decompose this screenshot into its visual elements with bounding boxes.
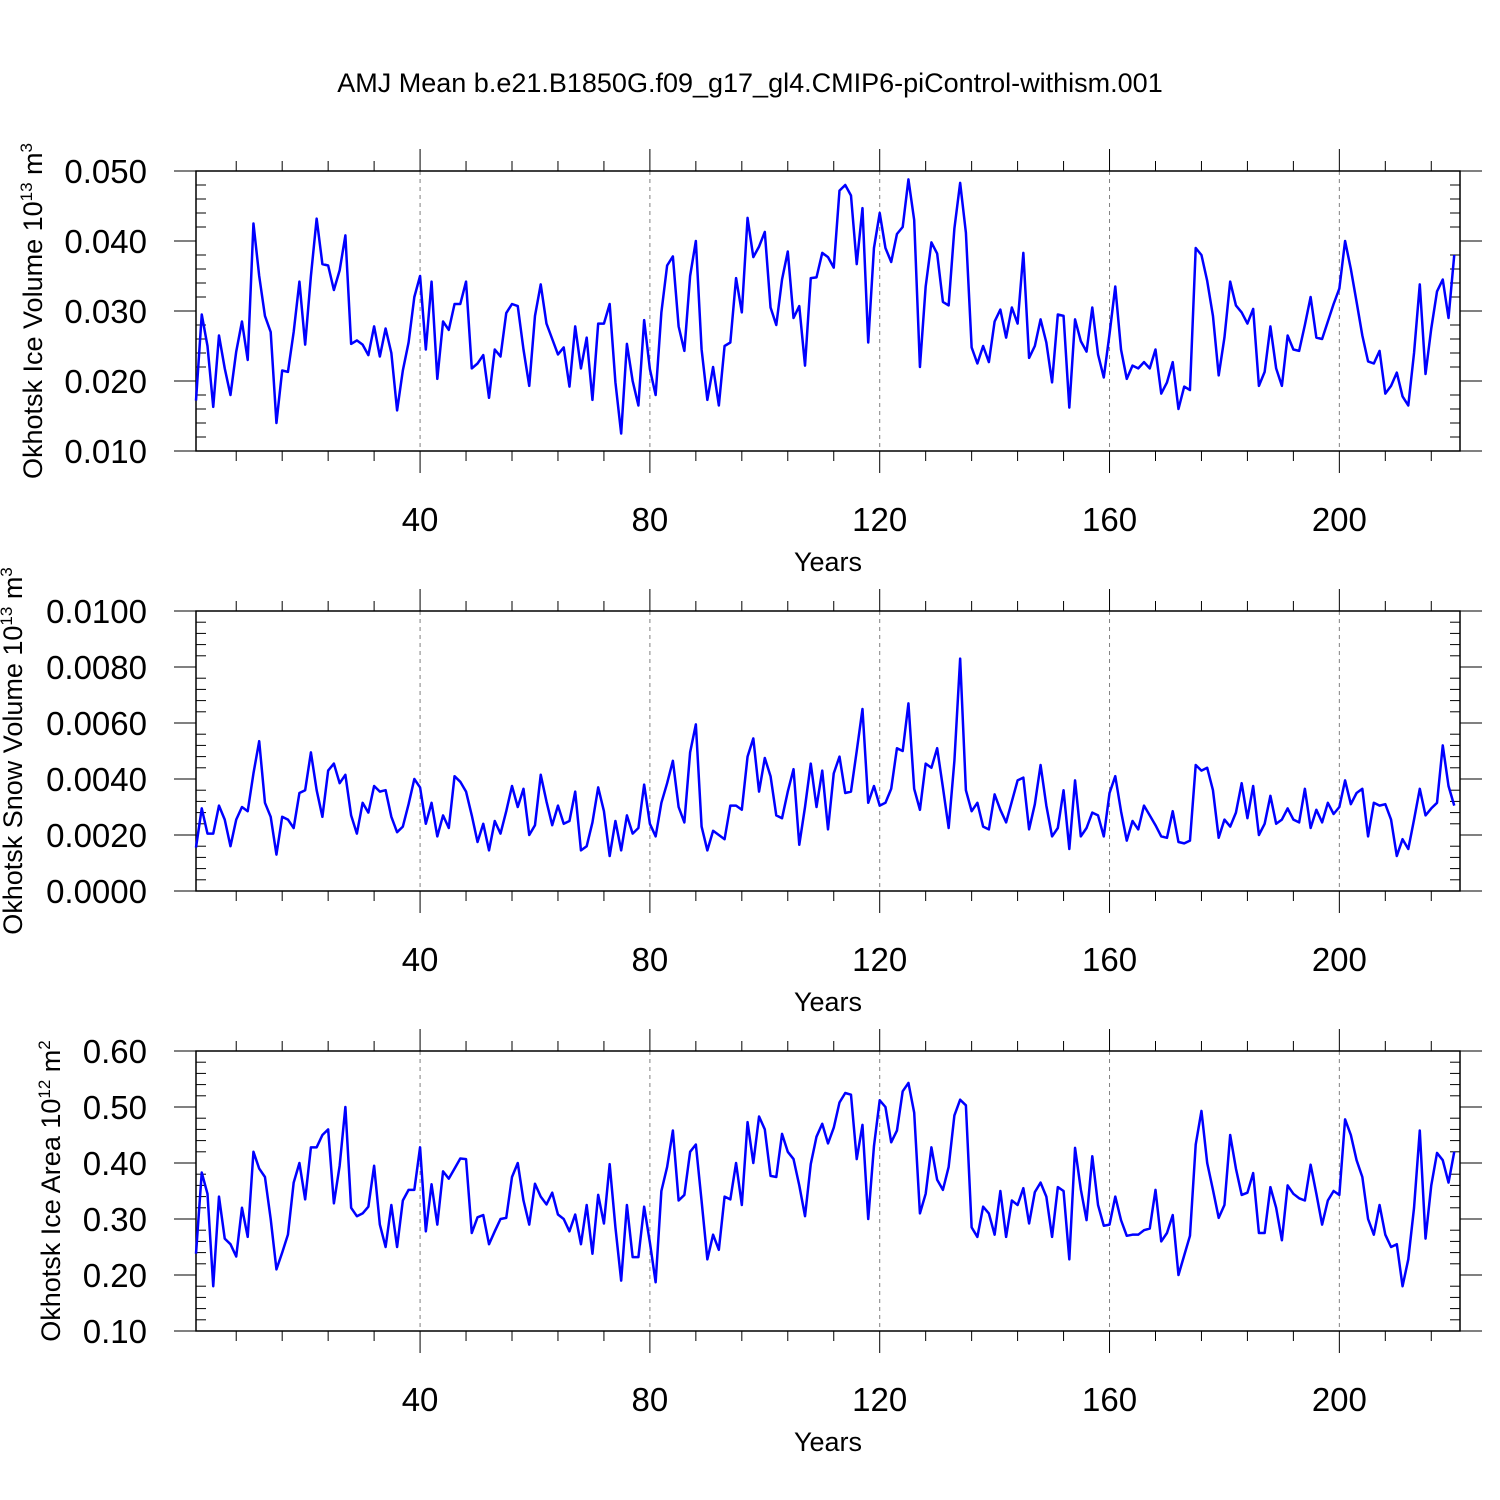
x-axis-title: Years (794, 987, 862, 1017)
y-tick-label: 0.020 (64, 363, 147, 400)
y-tick-label: 0.0040 (46, 761, 147, 798)
x-tick-label: 120 (852, 501, 907, 538)
y-tick-label: 0.30 (83, 1201, 147, 1238)
x-tick-label: 160 (1082, 941, 1137, 978)
y-axis-title: Okhotsk Snow Volume 1013 m3 (0, 567, 28, 935)
plot-frame (195, 170, 1461, 452)
x-tick-label: 160 (1082, 1381, 1137, 1418)
x-tick-label: 80 (632, 941, 669, 978)
y-axis-title: Okhotsk Ice Volume 1013 m3 (17, 143, 48, 479)
y-tick-label: 0.0080 (46, 649, 147, 686)
x-tick-label: 200 (1312, 941, 1367, 978)
x-tick-label: 80 (632, 501, 669, 538)
x-tick-label: 40 (402, 1381, 439, 1418)
x-tick-label: 40 (402, 941, 439, 978)
y-tick-label: 0.40 (83, 1145, 147, 1182)
chart-panel-2: 40 80 120 160 200 0.0000 0.0020 0.0040 0.0060 0.0… (0, 567, 1482, 1017)
x-axis-title: Years (794, 1427, 862, 1457)
y-tick-label: 0.050 (64, 153, 147, 190)
series-line (194, 178, 1456, 435)
y-tick-label: 0.10 (83, 1313, 147, 1350)
y-tick-label: 0.010 (64, 433, 147, 470)
plot-frame (195, 1050, 1461, 1332)
chart-panel-1: 40 80 120 160 200 0.010 0.020 0.030 0.040 0.050 Ye… (17, 143, 1482, 577)
series-line (194, 1081, 1456, 1288)
x-tick-label: 120 (852, 941, 907, 978)
y-tick-label: 0.50 (83, 1089, 147, 1126)
y-tick-label: 0.60 (83, 1033, 147, 1070)
y-tick-label: 0.20 (83, 1257, 147, 1294)
y-tick-label: 0.0000 (46, 873, 147, 910)
plot-frame (195, 610, 1461, 892)
y-tick-label: 0.040 (64, 223, 147, 260)
chart-panel-3: 40 80 120 160 200 0.10 0.20 0.30 0.40 0.50 0.60 Yea… (35, 1029, 1482, 1457)
x-tick-label: 200 (1312, 1381, 1367, 1418)
x-tick-label: 160 (1082, 501, 1137, 538)
x-tick-label: 120 (852, 1381, 907, 1418)
x-axis-title: Years (794, 547, 862, 577)
x-tick-label: 200 (1312, 501, 1367, 538)
chart-title: AMJ Mean b.e21.B1850G.f09_g17_gl4.CMIP6-… (337, 68, 1163, 98)
y-axis-title: Okhotsk Ice Area 1012 m2 (35, 1040, 66, 1342)
y-tick-label: 0.0100 (46, 593, 147, 630)
y-tick-label: 0.0060 (46, 705, 147, 742)
y-tick-label: 0.0020 (46, 817, 147, 854)
x-tick-label: 80 (632, 1381, 669, 1418)
y-tick-label: 0.030 (64, 293, 147, 330)
series-line (194, 657, 1456, 858)
x-tick-label: 40 (402, 501, 439, 538)
